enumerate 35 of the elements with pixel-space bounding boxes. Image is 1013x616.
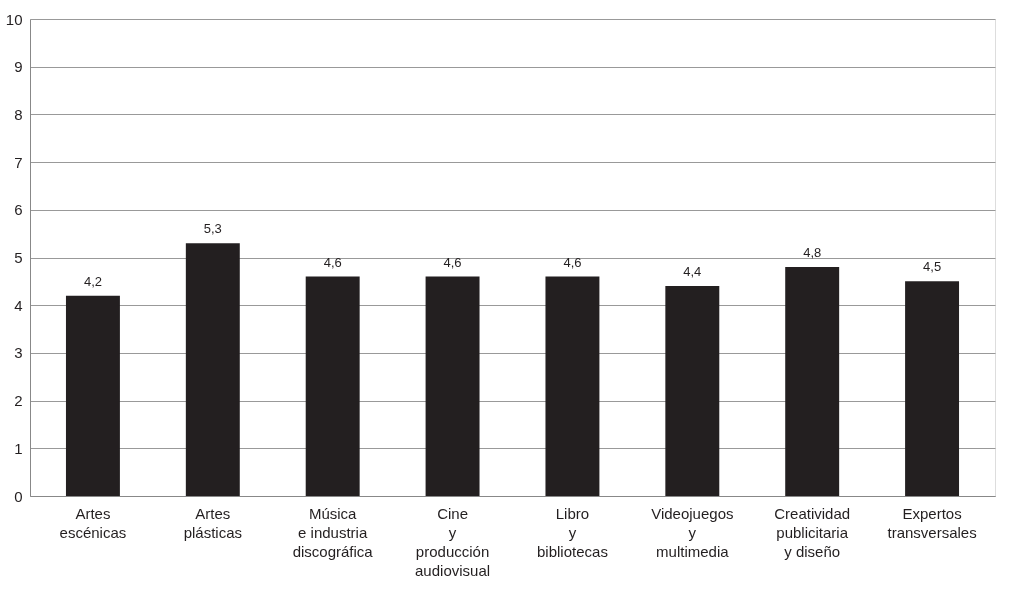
bar (185, 243, 240, 496)
x-tick-label: Música e industria discográfica (292, 504, 374, 560)
data-label: 4,8 (803, 245, 822, 261)
y-tick-label: 10 (5, 10, 23, 28)
bar (425, 276, 480, 496)
x-tick-label: Cine y producción audiovisual (415, 504, 491, 579)
bar (305, 276, 360, 496)
y-tick-label: 5 (14, 249, 23, 266)
data-label: 5,3 (203, 221, 222, 237)
x-tick-label: Videojuegos y multimedia (651, 504, 734, 560)
x-tick-label: Libro y bibliotecas (536, 504, 608, 560)
data-label: 4,5 (923, 259, 942, 275)
data-label: 4,2 (83, 273, 102, 289)
bar (545, 276, 600, 496)
bar (905, 281, 960, 496)
y-tick-label: 4 (14, 296, 23, 314)
y-tick-label: 1 (14, 439, 23, 457)
data-label: 4,6 (563, 254, 582, 270)
y-tick-label: 2 (14, 392, 23, 410)
data-label: 4,4 (683, 264, 702, 280)
x-tick-label: Artes escénicas (59, 504, 127, 541)
y-tick-label: 0 (14, 487, 23, 505)
y-tick-label: 6 (14, 201, 23, 219)
bar (665, 286, 720, 496)
y-tick-label: 3 (14, 344, 23, 362)
x-tick-label: Creatividad publicitaria y diseño (774, 504, 851, 560)
data-label: 4,6 (443, 254, 462, 270)
y-tick-label: 9 (14, 58, 23, 76)
data-label: 4,6 (323, 254, 342, 270)
y-tick-label: 8 (14, 105, 23, 123)
y-tick-label: 7 (14, 153, 23, 171)
bar (785, 267, 840, 496)
bar (65, 295, 120, 496)
x-tick-label: Artes plásticas (183, 504, 242, 541)
x-tick-label: Expertos transversales (887, 504, 977, 541)
